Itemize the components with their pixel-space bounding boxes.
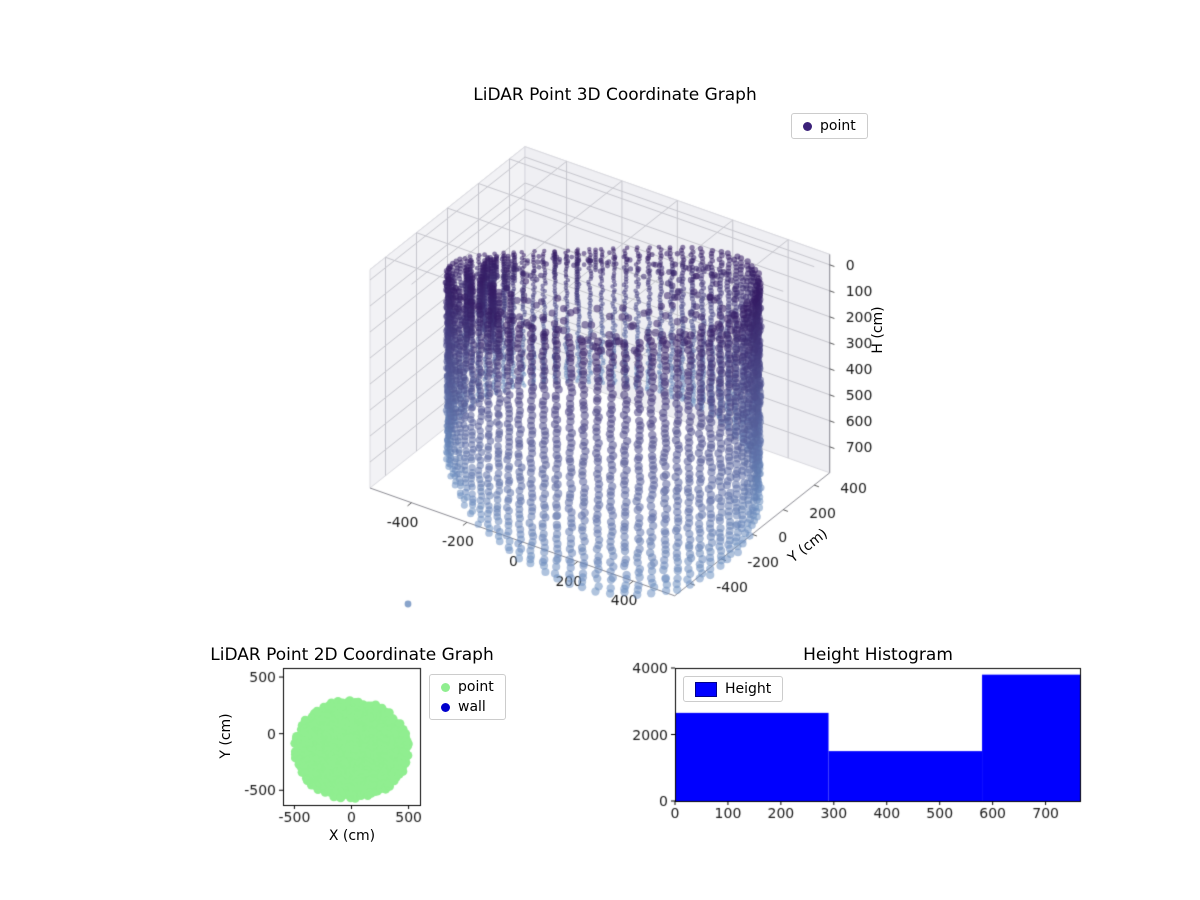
chart-2d-title: LiDAR Point 2D Coordinate Graph: [210, 645, 494, 665]
histogram-legend: Height: [683, 676, 784, 702]
legend-label-wall-2d: wall: [458, 699, 486, 715]
chart-2d-x-axis-label: X (cm): [328, 828, 376, 844]
legend-label-point-2d: point: [458, 679, 494, 695]
point-marker-icon: [803, 121, 812, 131]
height-patch-icon: [695, 681, 717, 697]
wall-marker-icon: [441, 702, 450, 712]
point-marker-icon: [441, 682, 450, 692]
histogram-title: Height Histogram: [803, 645, 953, 665]
legend-entry-wall-2d: wall: [441, 699, 494, 715]
chart-3d-h-axis-label: H (cm): [870, 306, 886, 354]
chart-3d-legend: point: [791, 113, 868, 139]
legend-entry-point-3d: point: [803, 118, 856, 134]
legend-label-point-3d: point: [820, 118, 856, 134]
legend-entry-point-2d: point: [441, 679, 494, 695]
legend-label-height: Height: [725, 681, 772, 697]
chart-3d-title: LiDAR Point 3D Coordinate Graph: [473, 85, 757, 105]
chart-2d-y-axis-label: Y (cm): [218, 713, 234, 759]
chart-2d-legend: point wall: [429, 674, 506, 720]
